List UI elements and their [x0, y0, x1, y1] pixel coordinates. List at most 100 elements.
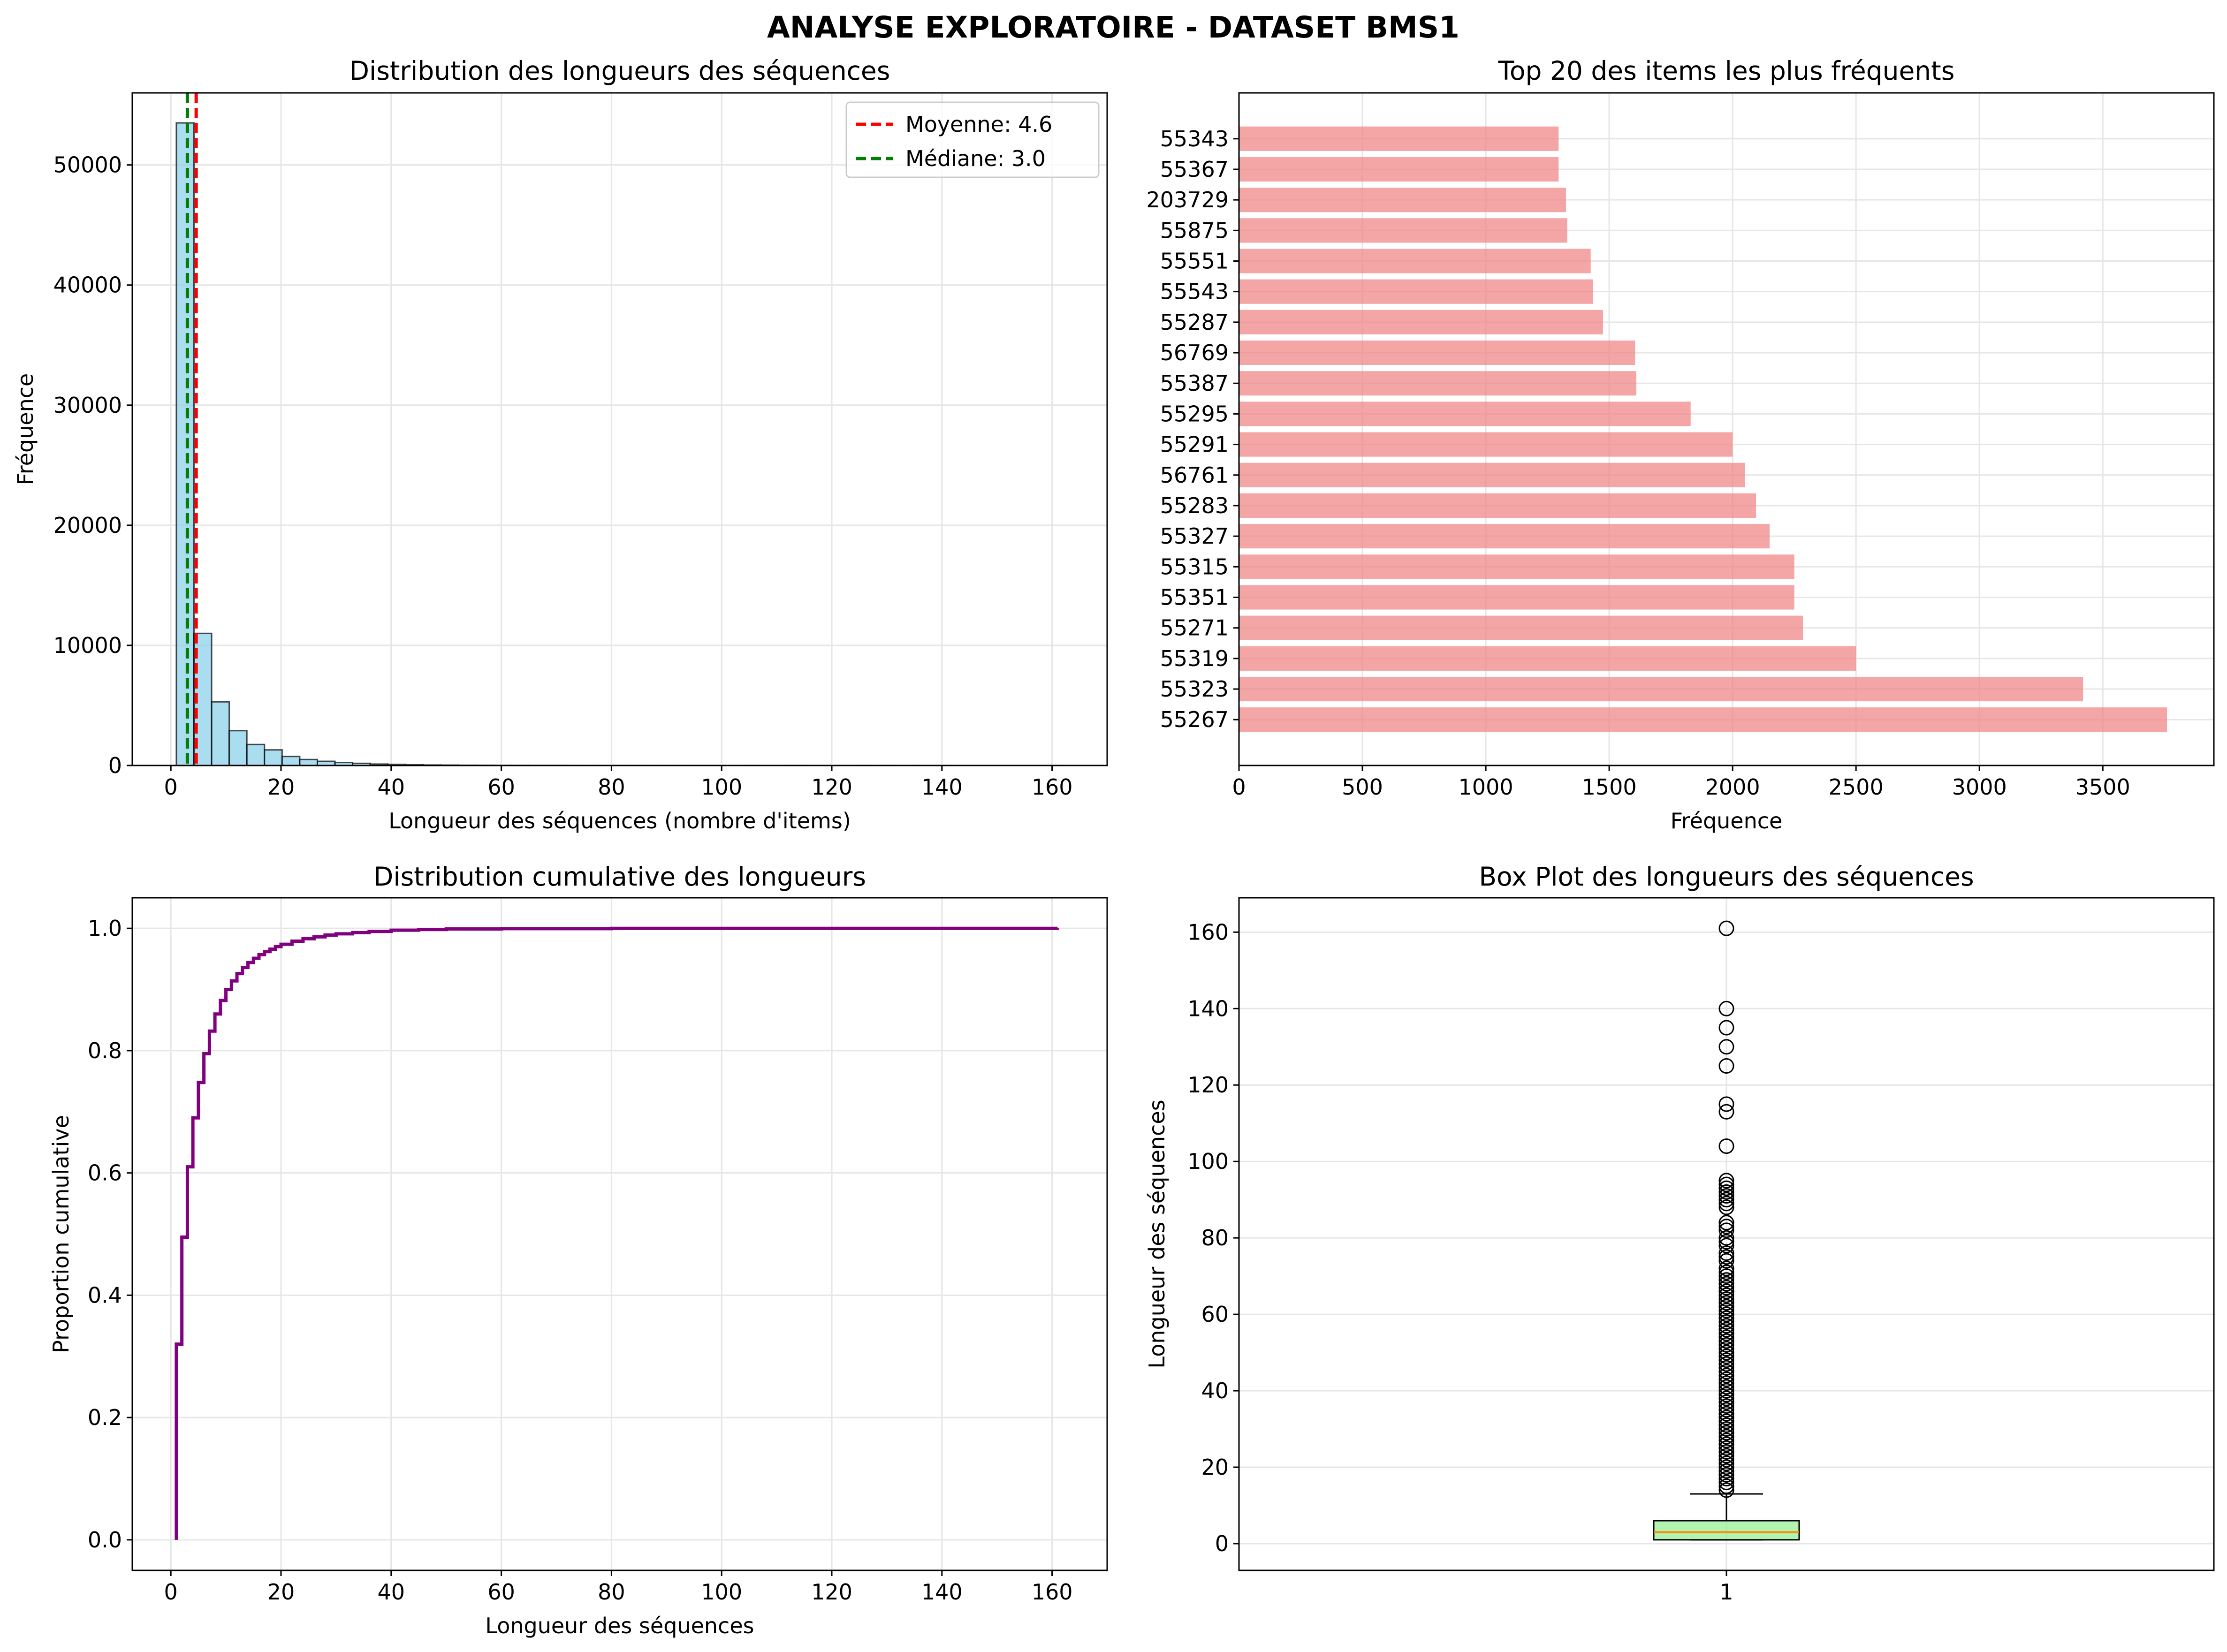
- y-tick-label: 60: [1201, 1302, 1229, 1327]
- boxplot-title: Box Plot des longueurs des séquences: [1479, 862, 1974, 892]
- outlier-point: [1718, 1322, 1734, 1338]
- y-tick-label: 40000: [53, 273, 122, 298]
- y-tick-label: 160: [1187, 919, 1229, 945]
- y-tick-label: 0.4: [88, 1282, 122, 1308]
- histogram-legend: Moyenne: 4.6 Médiane: 3.0: [845, 101, 1100, 178]
- x-tick-label: 0: [164, 1579, 178, 1605]
- outlier-point: [1718, 1176, 1734, 1192]
- outlier-point: [1718, 1249, 1734, 1265]
- y-tick-label: 20000: [53, 513, 122, 538]
- outlier-point: [1718, 1440, 1734, 1456]
- outlier-point: [1718, 1387, 1734, 1402]
- x-tick-label: 60: [487, 1579, 515, 1605]
- outlier-point: [1718, 1345, 1734, 1361]
- outlier-point: [1718, 1180, 1734, 1196]
- boxplot-ylabel: Longueur des séquences: [1144, 1099, 1170, 1368]
- item-bar: [1239, 432, 1733, 457]
- item-bar: [1239, 249, 1591, 273]
- category-label: 55543: [1160, 279, 1229, 304]
- category-label: 55387: [1160, 371, 1229, 396]
- figure-title: ANALYSE EXPLORATOIRE - DATASET BMS1: [767, 10, 1459, 45]
- item-bar: [1239, 554, 1794, 579]
- category-label: 203729: [1146, 187, 1229, 212]
- outlier-point: [1718, 1421, 1734, 1437]
- outlier-point: [1718, 1291, 1734, 1307]
- outlier-point: [1718, 1283, 1734, 1299]
- item-bar: [1239, 188, 1566, 212]
- outlier-point: [1718, 1039, 1734, 1055]
- outlier-point: [1718, 1429, 1734, 1445]
- outlier-point: [1718, 1448, 1734, 1464]
- outlier-point: [1718, 1219, 1734, 1235]
- x-tick-label: 1500: [1582, 774, 1637, 800]
- x-tick-label: 1: [1719, 1579, 1733, 1605]
- x-tick-label: 80: [598, 1579, 625, 1605]
- outlier-point: [1718, 1482, 1734, 1498]
- outlier-point: [1718, 1326, 1734, 1341]
- x-tick-label: 3500: [2075, 774, 2130, 800]
- outlier-point: [1718, 1237, 1734, 1253]
- outlier-point: [1718, 1406, 1734, 1422]
- histogram-panel: Distribution des longueurs des séquences…: [13, 56, 1108, 834]
- histogram-bar: [264, 749, 283, 766]
- item-bar: [1239, 310, 1603, 334]
- outlier-point: [1718, 1222, 1734, 1238]
- category-label: 55343: [1160, 126, 1229, 152]
- histogram-bar: [211, 701, 230, 766]
- x-tick-label: 2000: [1705, 774, 1760, 800]
- category-label: 55875: [1160, 218, 1229, 243]
- category-label: 55551: [1160, 249, 1229, 274]
- outlier-point: [1718, 1299, 1734, 1315]
- x-tick-label: 1000: [1459, 774, 1513, 800]
- outlier-point: [1718, 1352, 1734, 1368]
- category-label: 56769: [1160, 340, 1229, 365]
- item-bar: [1239, 126, 1559, 151]
- outlier-point: [1718, 1314, 1734, 1330]
- x-tick-label: 80: [598, 774, 625, 800]
- outlier-point: [1718, 1173, 1734, 1189]
- histogram-bar: [281, 756, 301, 766]
- outlier-point: [1718, 1360, 1734, 1376]
- y-tick-label: 0: [1215, 1531, 1229, 1556]
- category-label: 55283: [1160, 493, 1229, 518]
- category-label: 56761: [1160, 462, 1229, 488]
- top-items-plot-frame: [1238, 92, 2215, 766]
- y-tick-label: 0.0: [88, 1527, 122, 1553]
- category-label: 55295: [1160, 401, 1229, 426]
- cumulative-line: [175, 926, 1059, 1540]
- outlier-point: [1718, 1000, 1734, 1016]
- outlier-point: [1718, 1253, 1734, 1269]
- item-bar: [1239, 493, 1756, 518]
- category-label: 55315: [1160, 554, 1229, 579]
- category-label: 55327: [1160, 523, 1229, 549]
- outlier-point: [1718, 1478, 1734, 1494]
- outlier-point: [1718, 1280, 1734, 1296]
- outlier-point: [1718, 1402, 1734, 1418]
- item-bar: [1239, 371, 1636, 396]
- item-bar: [1239, 646, 1856, 671]
- outlier-point: [1718, 1413, 1734, 1429]
- x-tick-label: 20: [267, 1579, 295, 1605]
- outlier-point: [1718, 1287, 1734, 1303]
- outlier-point: [1718, 1058, 1734, 1074]
- category-label: 55287: [1160, 310, 1229, 335]
- category-label: 55367: [1160, 157, 1229, 182]
- histogram-bar: [175, 122, 195, 766]
- outlier-point: [1718, 1425, 1734, 1441]
- outlier-point: [1718, 1394, 1734, 1410]
- top-items-title: Top 20 des items les plus fréquents: [1498, 56, 1955, 86]
- y-tick-label: 10000: [53, 633, 122, 658]
- outlier-point: [1718, 1276, 1734, 1292]
- category-label: 55291: [1160, 432, 1229, 457]
- item-bar: [1239, 340, 1635, 365]
- outlier-point: [1718, 1467, 1734, 1483]
- top-items-xlabel: Fréquence: [1671, 808, 1783, 834]
- item-bar: [1239, 585, 1794, 610]
- outlier-point: [1718, 1303, 1734, 1319]
- item-bar: [1239, 615, 1803, 640]
- histogram-ylabel: Fréquence: [13, 373, 38, 485]
- category-label: 55271: [1160, 615, 1229, 641]
- outlier-point: [1718, 1318, 1734, 1334]
